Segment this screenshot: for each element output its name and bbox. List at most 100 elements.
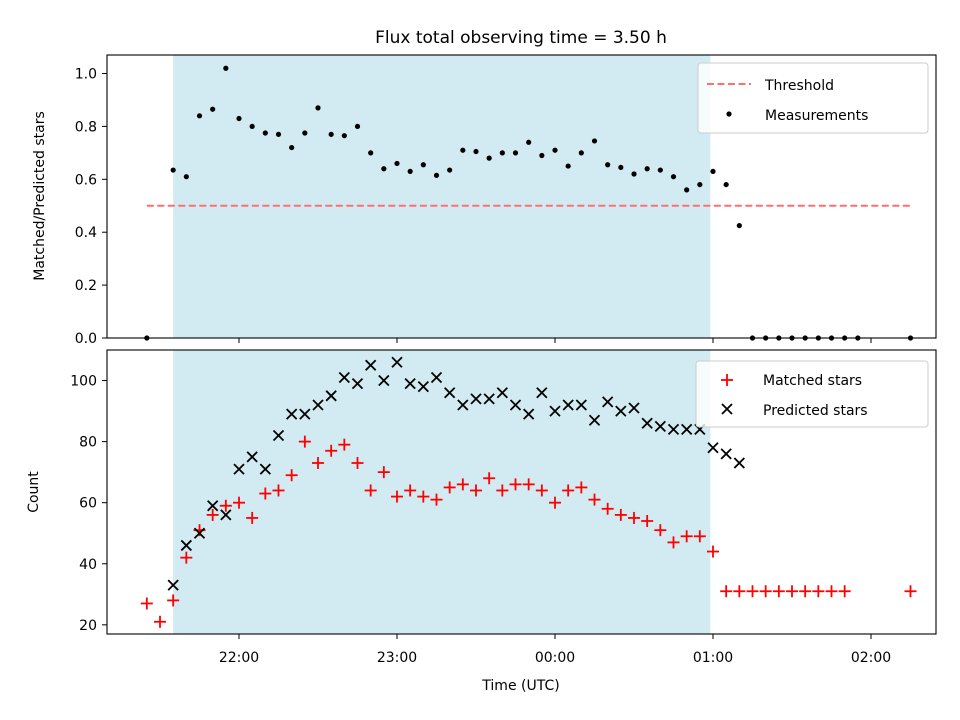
measurement-point [684, 187, 690, 193]
matched-star-point [759, 585, 772, 598]
measurement-point [486, 155, 492, 161]
predicted-star-point [667, 423, 680, 436]
legend-label-measurements: Measurements [765, 108, 868, 124]
y-tick-label: 100 [70, 374, 97, 390]
measurement-point [368, 150, 374, 156]
measurement-point [552, 147, 558, 153]
predicted-star-point [575, 399, 587, 411]
matched-star-point [167, 594, 180, 607]
legend-label-predicted: Predicted stars [763, 403, 868, 419]
predicted-star-point [444, 387, 456, 399]
predicted-star-point [430, 371, 443, 384]
matched-star-point [456, 478, 469, 491]
observing-span [173, 55, 711, 338]
matched-star-point [575, 481, 588, 494]
x-tick-label: 01:00 [693, 650, 733, 666]
predicted-star-point [457, 399, 469, 411]
matched-star-point [325, 444, 338, 457]
y-tick-label: 20 [79, 618, 97, 634]
predicted-star-point [246, 451, 258, 463]
predicted-star-point [286, 408, 298, 420]
measurement-point [460, 147, 466, 153]
y-tick-label: 1.0 [75, 67, 97, 83]
measurement-point [591, 138, 598, 144]
matched-star-point [799, 585, 812, 598]
measurement-point [223, 65, 229, 71]
predicted-star-point [615, 405, 627, 417]
y-tick-label: 0.6 [75, 172, 97, 188]
matched-star-point [522, 478, 535, 491]
matched-star-point [285, 469, 298, 482]
predicted-star-point [417, 381, 429, 393]
matched-star-point [628, 511, 640, 524]
predicted-star-point [259, 463, 271, 475]
x-tick-label: 02:00 [851, 650, 891, 666]
chart-title: Flux total observing time = 3.50 h [375, 28, 667, 48]
y-tick-label: 0.2 [75, 278, 97, 294]
x-axis-label: Time (UTC) [481, 678, 559, 694]
measurement-point [473, 148, 479, 155]
measurement-point [354, 123, 361, 130]
measurement-point [526, 139, 532, 145]
matched-star-point [272, 484, 285, 497]
measurement-point [605, 162, 611, 168]
measurement-point [381, 166, 387, 172]
legend-swatch-matched [721, 374, 733, 386]
predicted-star-point [180, 539, 192, 552]
matched-star-point [259, 487, 272, 500]
matched-star-point [443, 481, 456, 494]
predicted-star-point [720, 448, 732, 460]
predicted-star-point [207, 500, 219, 512]
measurement-point [328, 131, 334, 137]
matched-star-point [904, 585, 917, 598]
y-tick-label: 40 [79, 557, 97, 573]
matched-star-point [312, 456, 324, 469]
measurement-point [170, 167, 176, 173]
predicted-star-point [233, 463, 245, 475]
matched-star-point [246, 511, 259, 524]
measurement-point [236, 115, 242, 122]
matched-star-point [430, 493, 443, 506]
measurement-point [670, 174, 677, 180]
y-tick-label: 0.8 [75, 119, 97, 135]
predicted-star-point [496, 387, 508, 399]
legend: Threshold Measurements [697, 62, 929, 134]
legend-swatch-measurements [726, 111, 732, 117]
matched-star-point [154, 615, 166, 628]
matched-star-point [549, 496, 561, 509]
predicted-star-point [193, 527, 206, 539]
measurement-point [710, 168, 716, 174]
measurement-point [262, 130, 268, 136]
measurement-point [210, 106, 216, 112]
legend-box [695, 360, 929, 428]
y-tick-label: 60 [79, 496, 97, 512]
panel-ratio: Flux total observing time = 3.50 h 0.0 0.… [32, 28, 937, 347]
measurement-point [644, 166, 650, 172]
matched-star-point [667, 536, 680, 549]
matched-star-point [588, 493, 601, 506]
matched-star-point [838, 585, 851, 598]
predicted-star-point [602, 396, 614, 408]
matched-star-point [720, 585, 733, 598]
predicted-star-point [167, 579, 179, 591]
matched-star-point [496, 484, 509, 497]
measurement-point [736, 222, 742, 229]
matched-star-point [535, 484, 548, 497]
predicted-star-point [272, 429, 285, 442]
matched-star-point [562, 484, 575, 497]
matched-star-point [391, 490, 403, 503]
predicted-star-point [707, 442, 719, 454]
predicted-star-point [312, 399, 324, 411]
predicted-star-point [391, 356, 403, 368]
predicted-star-point [470, 393, 482, 405]
measurement-point [249, 123, 255, 130]
predicted-star-point [365, 359, 377, 371]
measurement-point [315, 105, 321, 111]
matched-star-point [746, 585, 759, 598]
matched-star-point [338, 438, 351, 451]
predicted-star-point [509, 399, 522, 411]
legend: Matched stars Predicted stars [695, 360, 929, 428]
matched-star-point [601, 502, 614, 515]
measurement-point [407, 168, 413, 174]
measurement-point [302, 130, 308, 136]
